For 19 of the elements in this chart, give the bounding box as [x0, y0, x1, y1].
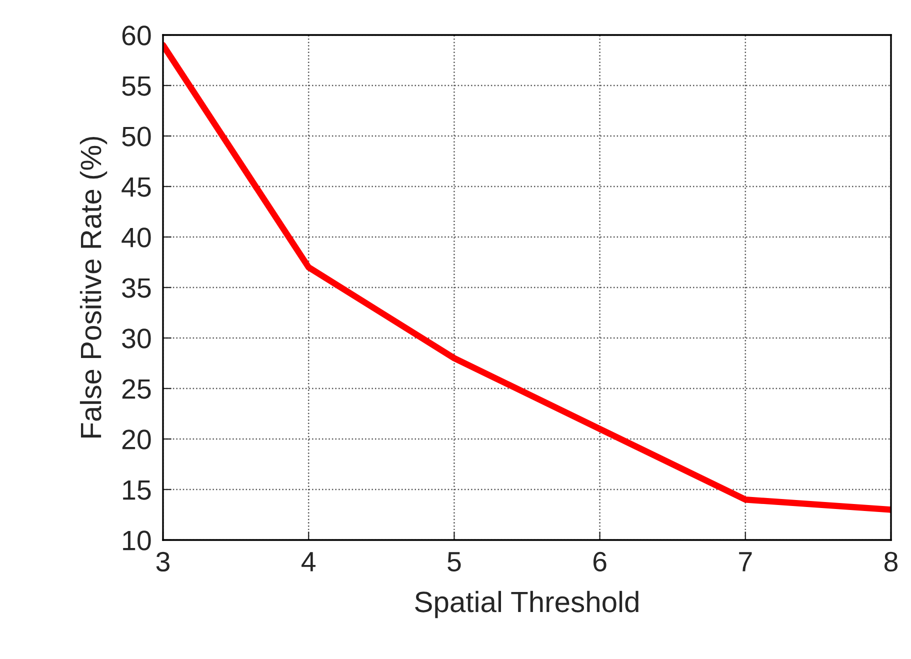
y-tick-label: 20	[122, 430, 151, 450]
x-tick-label: 3	[156, 552, 170, 572]
x-tick-label: 6	[593, 552, 606, 572]
y-axis-title: False Positive Rate (%)	[80, 136, 108, 438]
y-tick-label: 60	[122, 26, 151, 46]
y-tick-label: 25	[122, 379, 151, 399]
y-tick-label: 45	[122, 177, 151, 197]
y-tick-label: 50	[122, 126, 151, 146]
x-tick-label: 7	[739, 552, 752, 572]
y-tick-label: 35	[122, 278, 151, 298]
y-tick-label: 55	[122, 76, 151, 96]
x-axis-title: Spatial Threshold	[415, 590, 638, 618]
x-tick-label: 8	[884, 552, 898, 572]
y-tick-label: 30	[122, 328, 151, 348]
y-tick-label: 10	[123, 530, 151, 550]
y-tick-label: 40	[122, 228, 151, 248]
x-tick-label: 5	[448, 552, 461, 572]
x-tick-label: 4	[302, 552, 316, 572]
y-tick-label: 15	[123, 480, 151, 500]
